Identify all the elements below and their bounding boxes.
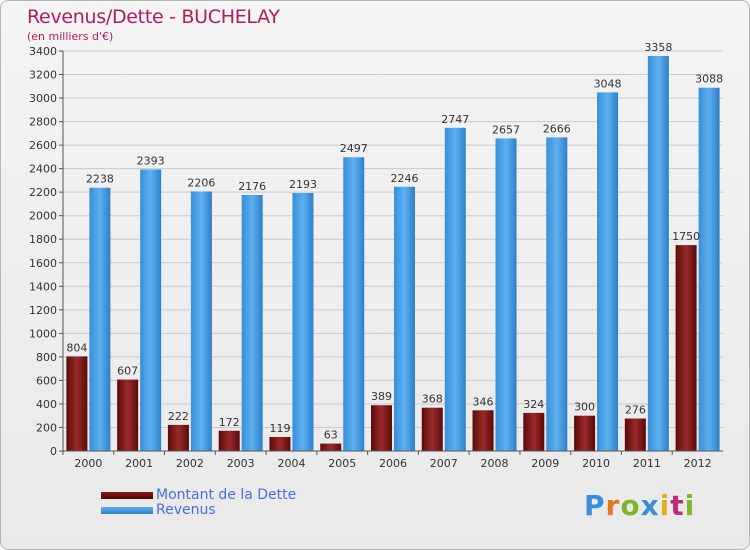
x-tick-label: 2008 — [481, 457, 509, 470]
y-tick-label: 200 — [36, 421, 57, 434]
data-label-revenus: 2393 — [137, 154, 165, 167]
data-label-revenus: 3088 — [695, 73, 723, 86]
x-tick-label: 2003 — [227, 457, 255, 470]
y-tick-label: 1400 — [29, 280, 57, 293]
y-tick-label: 2800 — [29, 116, 57, 129]
legend-swatch-dette — [101, 492, 153, 499]
y-tick-label: 400 — [36, 398, 57, 411]
data-label-dette: 172 — [219, 416, 240, 429]
bar-dette — [523, 412, 545, 451]
y-tick-label: 2400 — [29, 163, 57, 176]
x-tick-label: 2004 — [277, 457, 305, 470]
bar-revenus — [89, 187, 111, 452]
chart-subtitle: (en milliers d'€) — [27, 30, 114, 43]
data-label-dette: 346 — [473, 395, 494, 408]
data-label-revenus: 2193 — [289, 178, 317, 191]
x-tick-label: 2006 — [379, 457, 407, 470]
bar-revenus — [444, 127, 466, 451]
y-tick-label: 600 — [36, 374, 57, 387]
bar-dette — [167, 424, 189, 451]
data-label-revenus: 2246 — [391, 172, 419, 185]
bar-dette — [371, 405, 392, 451]
y-tick-label: 2600 — [29, 139, 57, 152]
data-label-dette: 63 — [324, 429, 338, 442]
y-tick-label: 1000 — [29, 327, 57, 340]
data-label-revenus: 2497 — [340, 142, 368, 155]
data-label-revenus: 2238 — [86, 173, 114, 186]
bar-dette — [421, 407, 443, 451]
data-label-dette: 119 — [269, 422, 290, 435]
y-tick-label: 3400 — [29, 45, 57, 58]
y-tick-label: 2000 — [29, 210, 57, 223]
bar-revenus — [546, 137, 568, 451]
x-tick-label: 2010 — [582, 457, 610, 470]
x-tick-label: 2009 — [531, 457, 559, 470]
y-tick-label: 1800 — [29, 233, 57, 246]
x-tick-label: 2007 — [430, 457, 458, 470]
y-tick-label: 800 — [36, 351, 57, 364]
bar-dette — [472, 410, 494, 451]
bar-dette — [675, 245, 697, 451]
y-tick-label: 3000 — [29, 92, 57, 105]
bar-revenus — [698, 87, 720, 452]
data-label-dette: 368 — [422, 393, 443, 406]
bar-revenus — [140, 169, 162, 451]
data-label-revenus: 2176 — [238, 180, 266, 193]
data-label-dette: 607 — [117, 365, 138, 378]
y-tick-label: 1600 — [29, 257, 57, 270]
bar-revenus — [343, 157, 365, 451]
y-tick-label: 1200 — [29, 304, 57, 317]
y-tick-label: 0 — [50, 445, 57, 458]
chart-title: Revenus/Dette - BUCHELAY — [27, 6, 280, 28]
bar-dette — [117, 379, 139, 451]
bar-revenus — [190, 191, 212, 451]
bar-dette — [624, 418, 646, 451]
legend-swatch-revenus — [101, 507, 153, 514]
legend-label-revenus: Revenus — [156, 502, 216, 518]
bar-dette — [574, 415, 596, 451]
x-tick-label: 2005 — [328, 457, 356, 470]
y-tick-label: 2200 — [29, 186, 57, 199]
data-label-revenus: 2666 — [543, 122, 571, 135]
data-label-revenus: 2657 — [492, 123, 520, 136]
bar-dette — [269, 437, 291, 451]
x-tick-label: 2011 — [633, 457, 661, 470]
bar-revenus — [292, 193, 314, 451]
data-label-dette: 804 — [66, 341, 87, 354]
x-tick-label: 2012 — [684, 457, 712, 470]
x-tick-label: 2000 — [74, 457, 102, 470]
bar-revenus — [495, 138, 517, 452]
bar-revenus — [394, 186, 415, 451]
bar-revenus — [597, 92, 619, 451]
proxiti-logo: Proxiti — [584, 489, 696, 522]
bar-dette — [320, 443, 342, 451]
data-label-revenus: 2206 — [187, 176, 215, 189]
data-label-revenus: 2747 — [441, 113, 469, 126]
legend-label-dette: Montant de la Dette — [156, 487, 297, 503]
bar-dette — [66, 356, 88, 451]
data-label-dette: 1750 — [672, 230, 700, 243]
data-label-dette: 276 — [625, 404, 646, 417]
x-tick-label: 2002 — [176, 457, 204, 470]
bar-revenus — [647, 55, 669, 452]
data-label-dette: 324 — [523, 398, 544, 411]
data-label-revenus: 3048 — [594, 77, 622, 90]
data-label-revenus: 3358 — [644, 41, 672, 54]
data-label-dette: 222 — [168, 410, 189, 423]
data-label-dette: 389 — [371, 390, 392, 403]
data-label-dette: 300 — [574, 401, 595, 414]
x-tick-label: 2001 — [125, 457, 153, 470]
bar-dette — [218, 430, 240, 451]
y-tick-label: 3200 — [29, 69, 57, 82]
bar-revenus — [241, 195, 263, 451]
